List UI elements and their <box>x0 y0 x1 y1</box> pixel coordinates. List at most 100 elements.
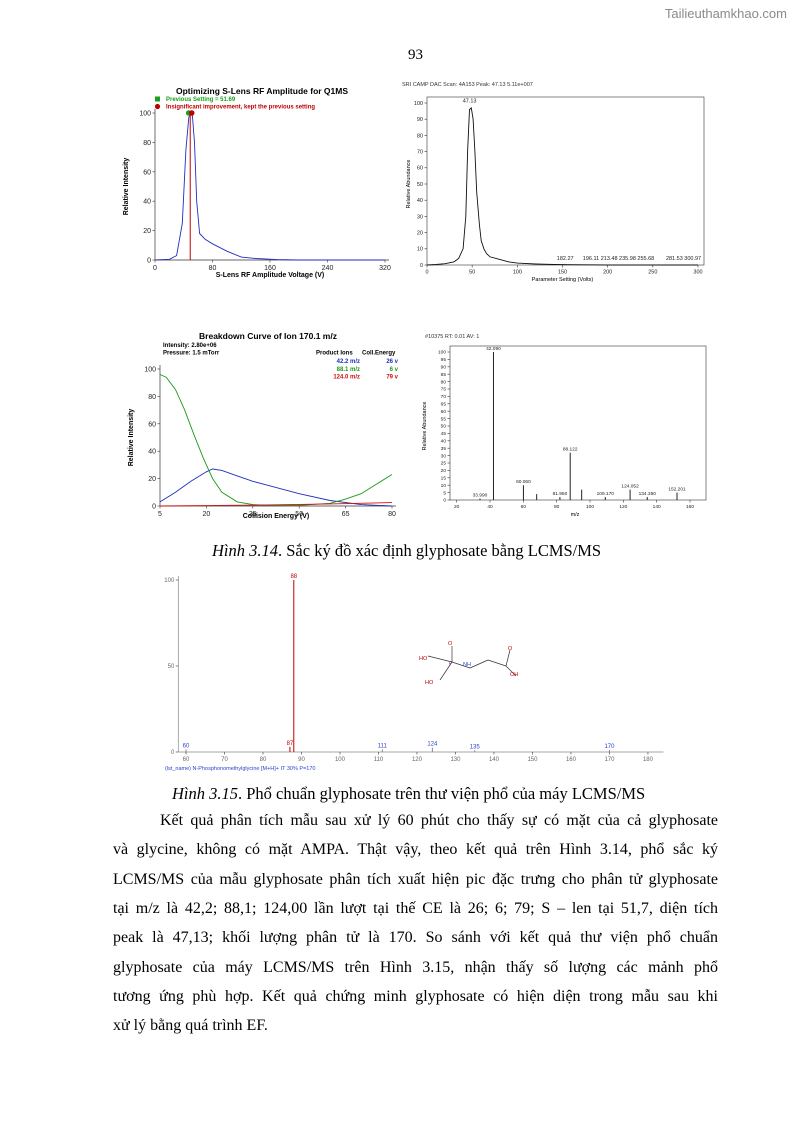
legend-energy: 79 v <box>386 375 398 381</box>
panel-title: Optimizing S-Lens RF Amplitude for Q1MS <box>176 86 348 96</box>
paragraph-line: xử lý bằng quá trình EF. <box>113 1017 268 1035</box>
legend-entry: 124.0 m/z <box>333 375 360 381</box>
y-tick-label: 30 <box>417 214 423 220</box>
y-tick-label: 50 <box>441 424 447 430</box>
peak-label: 87 <box>287 741 294 747</box>
x-axis-label: Collision Energy (V) <box>243 513 310 520</box>
y-tick-label: 0 <box>443 498 446 504</box>
x-tick-label: 120 <box>619 504 627 510</box>
data-line <box>159 502 393 507</box>
y-tick-label: 30 <box>441 453 447 459</box>
bond <box>451 661 471 669</box>
atom-label: OH <box>510 672 518 678</box>
y-tick-label: 20 <box>148 476 156 483</box>
x-tick-label: 200 <box>603 270 612 276</box>
bond <box>487 659 507 667</box>
bond <box>439 661 453 681</box>
data-line <box>154 111 385 261</box>
y-tick-label: 100 <box>144 366 156 373</box>
y-tick-label: 100 <box>164 578 175 584</box>
spectrum-footer: (lst_name) N-Phosphonomethylglycine [M+H… <box>165 766 315 772</box>
y-tick-label: 0 <box>420 263 423 269</box>
x-tick-label: 80 <box>554 504 560 510</box>
x-tick-label: 100 <box>586 504 594 510</box>
annotation: 196.11 213.48 235.98 255.68 <box>583 256 654 262</box>
peak-label: 124 <box>427 742 438 748</box>
caption-label: Hình 3.14 <box>212 541 278 560</box>
y-tick-label: 40 <box>441 438 447 444</box>
y-tick-label: 50 <box>168 664 175 670</box>
x-tick-label: 60 <box>183 757 190 763</box>
peak-label: 152.201 <box>668 487 686 493</box>
y-tick-label: 65 <box>441 401 447 407</box>
x-tick-label: 35 <box>249 511 257 518</box>
y-tick-label: 0 <box>171 750 175 756</box>
plot-frame <box>449 345 707 501</box>
x-tick-label: 50 <box>469 270 475 276</box>
x-tick-label: 240 <box>322 265 334 272</box>
y-tick-label: 100 <box>414 101 423 107</box>
y-tick-label: 85 <box>441 372 447 378</box>
x-tick-label: 0 <box>153 265 157 272</box>
paragraph-line: Kết quả phân tích mẫu sau xử lý 60 phút … <box>160 812 718 829</box>
paragraph-line: glyphosate của máy LCMS/MS trên Hình 3.1… <box>113 958 718 976</box>
bond <box>427 655 453 663</box>
annotation: 47.13 <box>463 99 477 105</box>
x-tick-label: 20 <box>203 511 211 518</box>
y-tick-label: 60 <box>441 409 447 415</box>
y-tick-label: 25 <box>441 461 447 467</box>
peak-label: 81.950 <box>553 491 568 497</box>
y-tick-label: 20 <box>143 228 151 235</box>
y-axis-label: Relative Intensity <box>123 158 130 216</box>
x-tick-label: 40 <box>487 504 493 510</box>
y-tick-label: 100 <box>438 350 446 356</box>
x-tick-label: 50 <box>295 511 303 518</box>
x-axis-label: Parameter Setting (Volts) <box>532 277 594 283</box>
x-tick-label: 65 <box>342 511 350 518</box>
x-tick-label: 160 <box>566 757 577 763</box>
x-tick-label: 140 <box>653 504 661 510</box>
x-tick-label: 80 <box>209 265 217 272</box>
legend-entry: 42.2 m/z <box>337 359 360 365</box>
peak-label: 124.052 <box>621 484 639 490</box>
caption-label: Hình 3.15 <box>172 784 238 803</box>
paragraph-line: tương ứng phù hợp. Kết quả chứng minh gl… <box>113 987 718 1005</box>
annotation: 182.27 <box>557 256 574 262</box>
atom-label: HO <box>425 680 434 686</box>
x-tick-label: 150 <box>558 270 567 276</box>
annotation: 281.53 300.97 <box>666 256 701 262</box>
panel-info: Pressure: 1.5 mTorr <box>163 351 220 357</box>
page-number: 93 <box>408 47 423 63</box>
table-header: Product Ions <box>316 351 353 357</box>
x-tick-label: 170 <box>604 757 615 763</box>
x-tick-label: 150 <box>527 757 538 763</box>
x-tick-label: 5 <box>158 511 162 518</box>
y-tick-label: 60 <box>148 421 156 428</box>
legend-energy: 26 v <box>386 359 398 365</box>
x-tick-label: 140 <box>489 757 500 763</box>
x-tick-label: 100 <box>513 270 522 276</box>
y-tick-label: 50 <box>417 182 423 188</box>
atom-label: P <box>449 661 453 667</box>
y-tick-label: 10 <box>417 247 423 253</box>
y-axis-label: Relative Intensity <box>128 409 135 467</box>
peak-label: 111 <box>378 743 388 749</box>
y-tick-label: 80 <box>417 133 423 139</box>
x-tick-label: 320 <box>379 265 391 272</box>
caption-text: . Sắc ký đồ xác định glyphosate bằng LCM… <box>278 541 602 560</box>
y-tick-label: 0 <box>147 257 151 264</box>
panel-header: #10375 RT: 0.01 AV: 1 <box>425 334 479 340</box>
x-tick-label: 160 <box>264 265 276 272</box>
panel-info: Intensity: 2.80e+06 <box>163 343 217 349</box>
peak-label: 42.090 <box>486 346 501 352</box>
bond <box>505 649 511 667</box>
peak-label: 134.350 <box>639 491 657 497</box>
y-tick-label: 80 <box>148 394 156 401</box>
paragraph-line: LCMS/MS của mẫu glyphosate phân tích xuấ… <box>113 870 718 888</box>
atom-label: NH <box>463 662 471 668</box>
y-tick-label: 70 <box>441 394 447 400</box>
x-tick-label: 180 <box>643 757 654 763</box>
x-tick-label: 20 <box>454 504 460 510</box>
